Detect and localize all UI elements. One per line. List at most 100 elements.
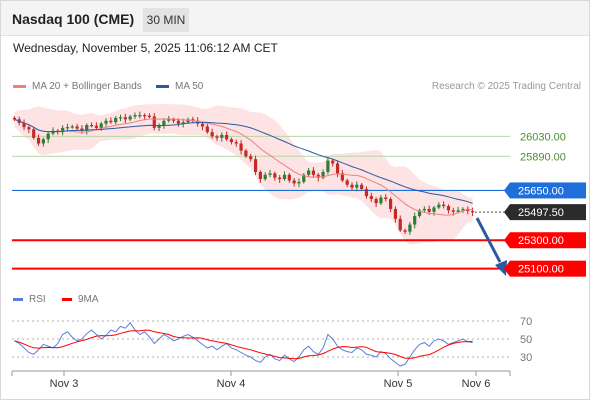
candle-body bbox=[355, 184, 359, 188]
candle-body bbox=[46, 133, 50, 140]
rsi-tick-50: 50 bbox=[520, 334, 532, 346]
current-price-tag: 25497.50 bbox=[518, 207, 564, 219]
candle-body bbox=[75, 126, 79, 129]
candle-body bbox=[253, 159, 258, 172]
candle-body bbox=[157, 125, 161, 128]
candle-body bbox=[167, 119, 171, 121]
target-label-2: 25890.00 bbox=[520, 151, 566, 163]
rsi-tick-70: 70 bbox=[520, 316, 532, 328]
candle-body bbox=[225, 134, 229, 140]
rsi-ma-swatch-icon bbox=[62, 298, 72, 301]
candle-body bbox=[215, 136, 219, 138]
candle-body bbox=[85, 125, 89, 131]
candle-body bbox=[114, 117, 118, 123]
candle-body bbox=[229, 139, 234, 143]
candle-body bbox=[437, 204, 441, 208]
ma20-line bbox=[14, 118, 473, 216]
candle-body bbox=[432, 207, 436, 212]
legend-rsi-label: RSI bbox=[29, 294, 46, 305]
rsi-tick-30: 30 bbox=[520, 352, 532, 364]
legend-rsi-ma-label: 9MA bbox=[78, 294, 99, 305]
candle-body bbox=[133, 115, 137, 117]
candle-body bbox=[408, 224, 412, 232]
current-price-tag-pointer bbox=[504, 204, 510, 221]
candle-body bbox=[152, 116, 156, 128]
candle-body bbox=[99, 123, 103, 128]
candle-body bbox=[147, 115, 152, 117]
time-label-3: Nov 5 bbox=[384, 378, 413, 390]
support-tag-1: 25300.00 bbox=[518, 235, 564, 247]
ma50-swatch-icon bbox=[156, 85, 169, 88]
candle-body bbox=[234, 142, 238, 144]
candle-body bbox=[360, 184, 364, 190]
candle-body bbox=[22, 122, 26, 128]
candle-body bbox=[27, 127, 31, 130]
time-label-4: Nov 6 bbox=[462, 378, 491, 390]
candle-body bbox=[210, 132, 214, 137]
research-credit: Research © 2025 Trading Central bbox=[431, 81, 581, 92]
candle-body bbox=[220, 134, 224, 138]
candle-body bbox=[118, 117, 123, 119]
resistance-tag-pointer bbox=[504, 182, 510, 199]
candle-body bbox=[316, 174, 320, 178]
candle-body bbox=[89, 125, 94, 127]
candle-body bbox=[94, 125, 99, 128]
candle-body bbox=[393, 208, 398, 219]
candle-body bbox=[297, 181, 301, 184]
candle-body bbox=[258, 171, 262, 180]
candle-body bbox=[143, 115, 147, 117]
candle-body bbox=[273, 173, 277, 178]
candle-body bbox=[80, 128, 84, 131]
candle-body bbox=[417, 210, 422, 217]
forecast-arrow-icon bbox=[475, 217, 502, 263]
support-tag-2: 25100.00 bbox=[518, 264, 564, 276]
candle-body bbox=[186, 119, 190, 123]
candle-body bbox=[470, 211, 475, 213]
candle-body bbox=[138, 115, 142, 117]
candle-body bbox=[287, 174, 291, 181]
candle-body bbox=[249, 156, 253, 160]
candle-body bbox=[374, 198, 378, 204]
candle-body bbox=[200, 123, 205, 127]
candle-body bbox=[427, 208, 431, 212]
candle-body bbox=[331, 160, 335, 164]
candle-body bbox=[191, 119, 195, 121]
candle-body bbox=[162, 120, 166, 126]
candle-body bbox=[326, 160, 330, 172]
candle-body bbox=[388, 198, 393, 209]
candle-body bbox=[321, 171, 325, 178]
candle-body bbox=[403, 230, 407, 232]
candle-body bbox=[268, 173, 272, 175]
candle-body bbox=[345, 180, 349, 185]
candle-body bbox=[61, 127, 65, 133]
candle-body bbox=[311, 170, 316, 175]
candle-body bbox=[181, 122, 185, 124]
current-price-tag-bg bbox=[510, 204, 586, 221]
candle-body bbox=[413, 216, 417, 225]
candle-body bbox=[302, 174, 306, 182]
resistance-tag-bg bbox=[510, 182, 586, 199]
candle-body bbox=[12, 117, 17, 120]
candle-body bbox=[104, 120, 108, 124]
support-tag-2-bg bbox=[510, 260, 586, 277]
candle-body bbox=[244, 150, 248, 157]
candle-body bbox=[263, 174, 267, 180]
candle-body bbox=[128, 116, 132, 120]
candle-body bbox=[176, 120, 180, 124]
candle-body bbox=[278, 177, 282, 180]
forecast-arrowhead-icon bbox=[495, 260, 507, 276]
candle-body bbox=[171, 119, 176, 121]
candle-body bbox=[292, 180, 296, 184]
candle-body bbox=[109, 120, 113, 123]
candle-body bbox=[456, 210, 460, 212]
candle-body bbox=[384, 197, 388, 199]
candle-body bbox=[364, 189, 369, 197]
candle-body bbox=[442, 204, 446, 207]
support-tag-2-pointer bbox=[504, 260, 510, 277]
candle-body bbox=[461, 208, 465, 211]
chart-header: Nasdaq 100 (CME) 30 MIN bbox=[1, 1, 589, 36]
legend-ma20-label: MA 20 + Bollinger Bands bbox=[32, 81, 142, 92]
timeframe-button[interactable]: 30 MIN bbox=[143, 8, 189, 32]
candle-body bbox=[36, 137, 41, 144]
